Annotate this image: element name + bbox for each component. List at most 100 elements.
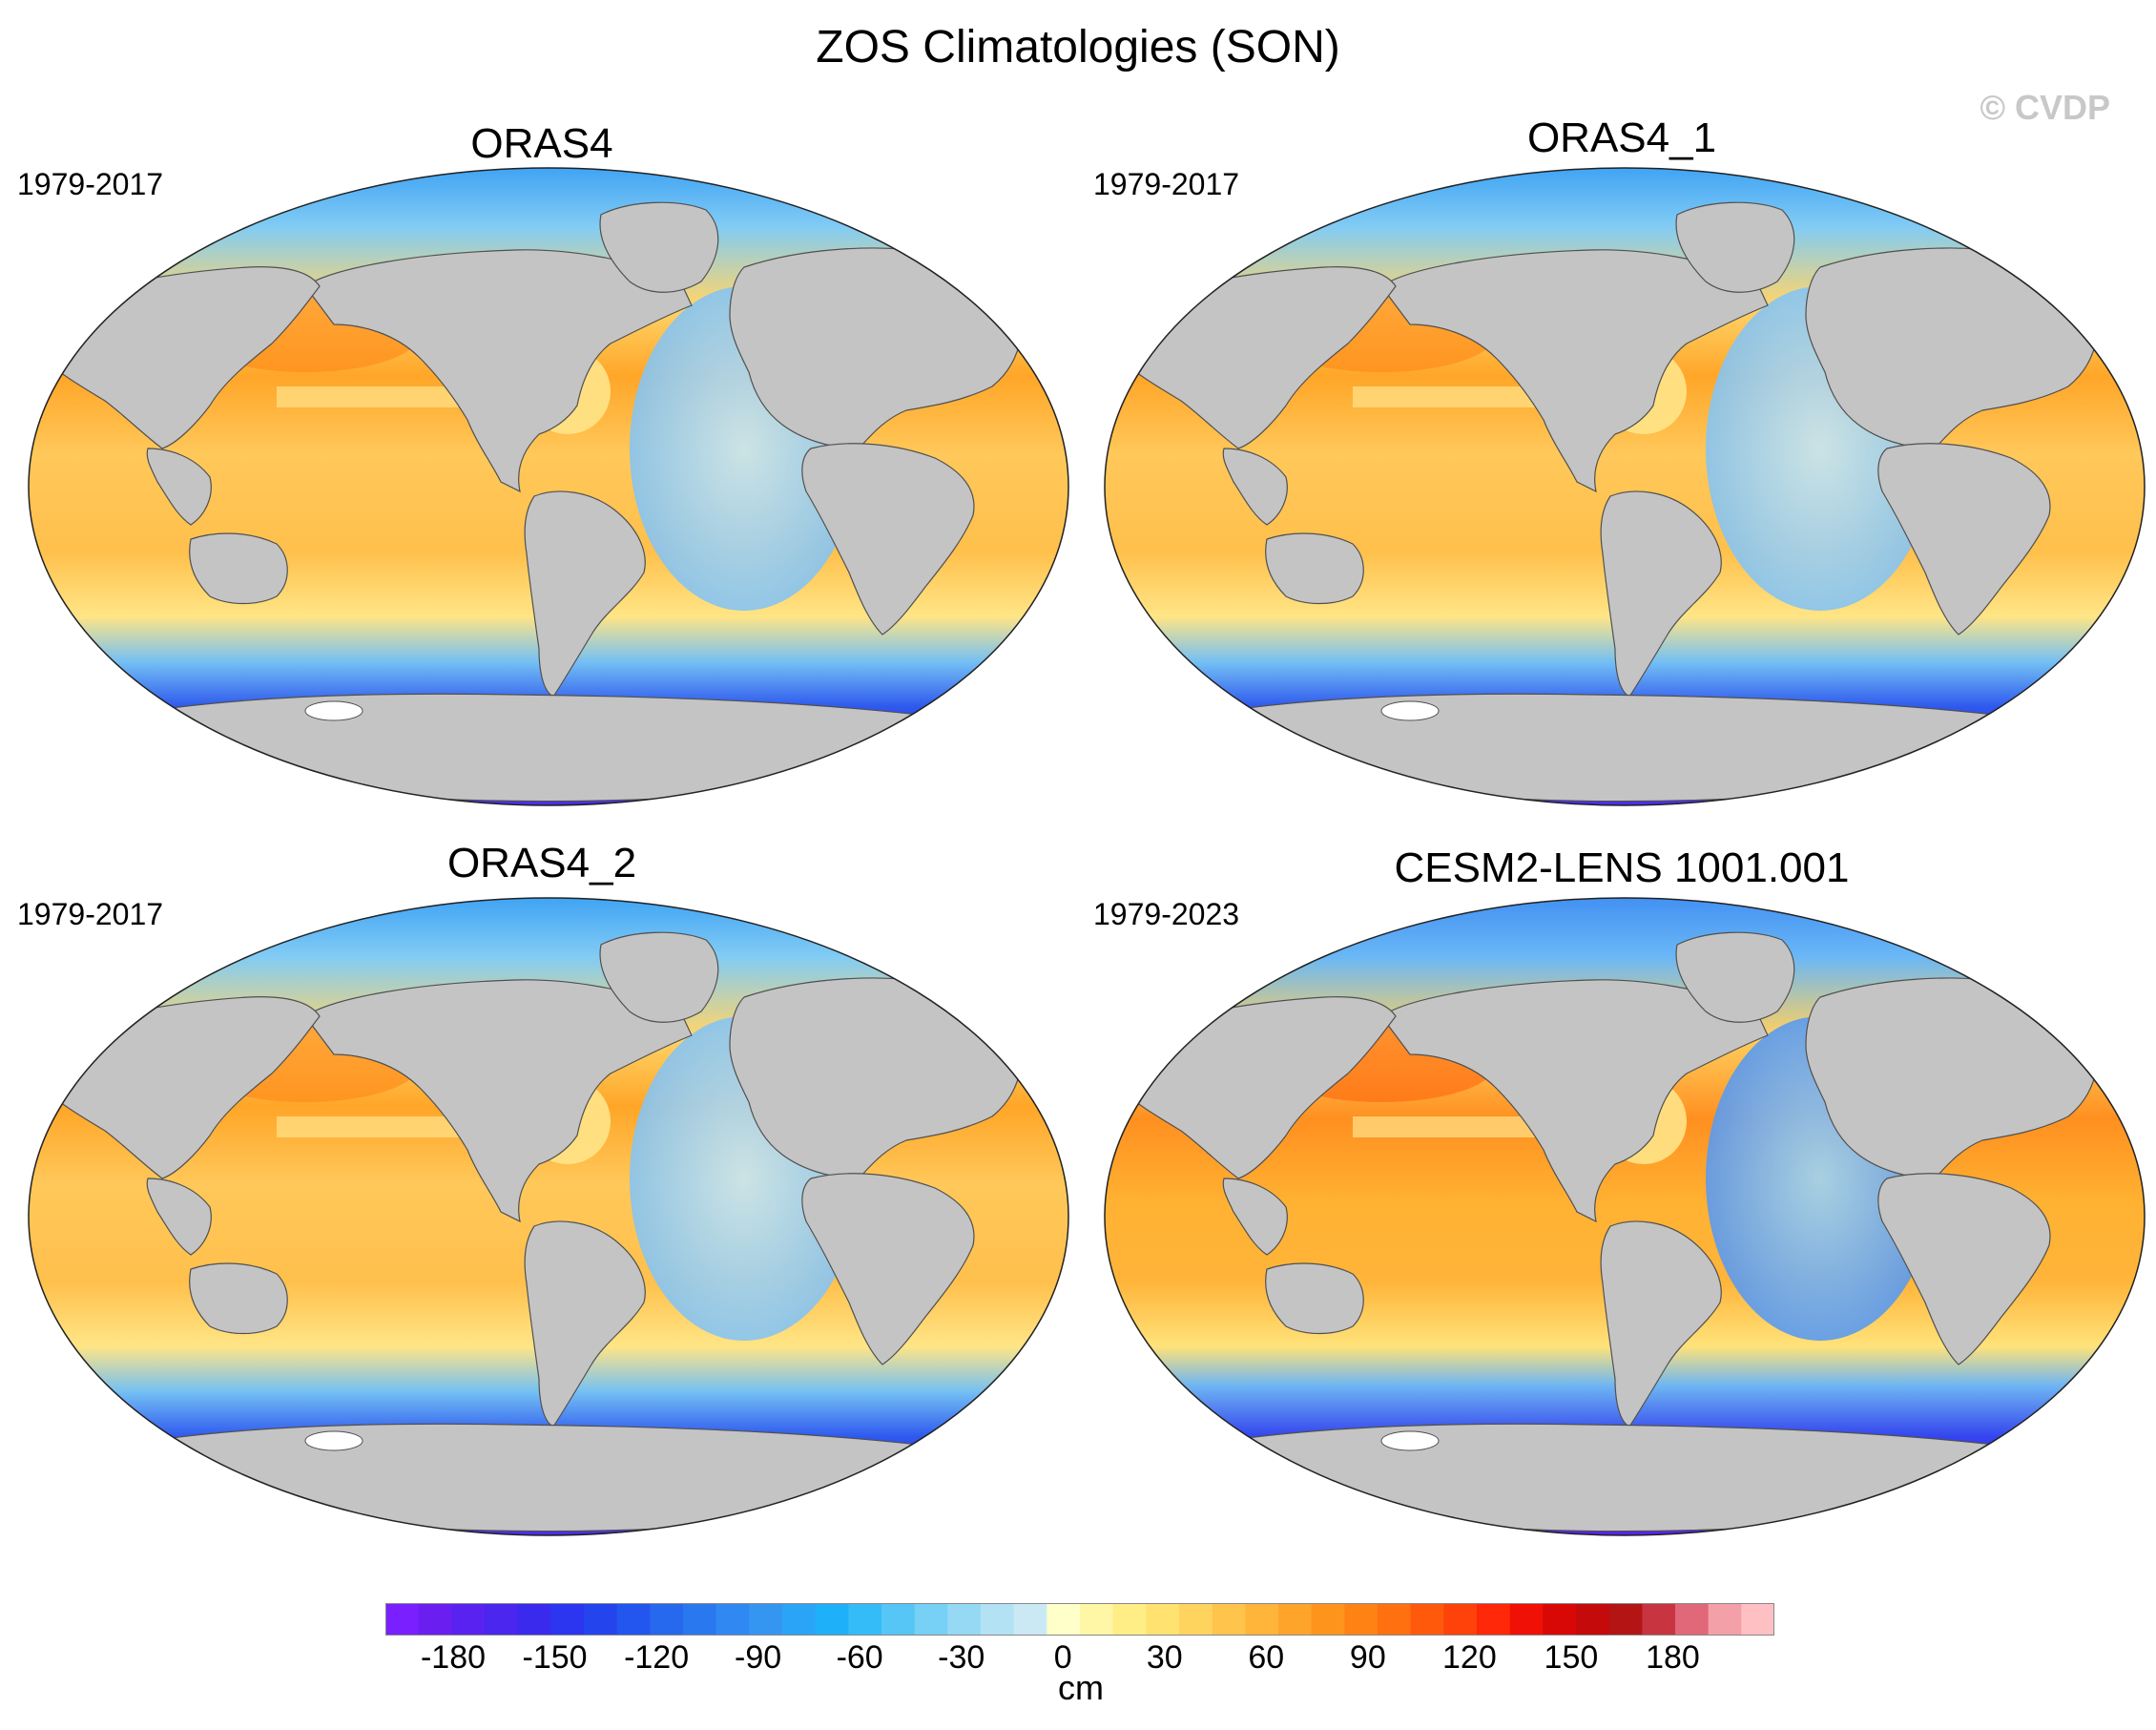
colorbar-swatch	[1642, 1603, 1676, 1636]
land-mass	[524, 490, 646, 698]
land-mass	[1380, 249, 1769, 493]
land-mass	[304, 979, 693, 1223]
colorbar-swatch	[1047, 1603, 1081, 1636]
colorbar-swatch	[1278, 1603, 1313, 1636]
colorbar-swatch	[815, 1603, 849, 1636]
colorbar-swatch	[782, 1603, 817, 1636]
colorbar-units: cm	[1058, 1668, 1104, 1707]
land-mass	[1380, 979, 1769, 1223]
colorbar-swatch	[881, 1603, 916, 1636]
land-mass	[1675, 931, 1795, 1023]
land-mass	[1170, 1423, 2080, 1532]
colorbar-swatch	[385, 1603, 420, 1636]
colorbar-swatch	[1179, 1603, 1213, 1636]
colorbar-swatch	[1112, 1603, 1147, 1636]
colorbar-tick-label: -90	[735, 1639, 782, 1676]
map-border	[28, 897, 1069, 1536]
colorbar-tick-label: 120	[1442, 1639, 1497, 1676]
colorbar-swatch	[715, 1603, 750, 1636]
land-mass	[1600, 1220, 1722, 1428]
land-mass	[93, 693, 1004, 802]
land-mass	[1877, 1173, 2051, 1365]
land-mass	[1877, 443, 2051, 636]
map-panel-2	[1104, 167, 2146, 806]
land-mass	[1265, 532, 1364, 605]
colorbar-swatch	[1675, 1603, 1710, 1636]
land-mass	[1222, 1178, 1288, 1256]
panel-4-title: CESM2-LENS 1001.001	[1394, 844, 1850, 891]
panel-1-title: ORAS4	[470, 120, 613, 167]
land-mass	[1170, 693, 2080, 802]
land-mass	[801, 1173, 975, 1365]
colorbar-tick-label: -180	[420, 1639, 487, 1676]
panel-3-period: 1979-2017	[17, 897, 164, 931]
land-mass	[1675, 201, 1795, 293]
colorbar-tick-label: 0	[1053, 1639, 1072, 1676]
colorbar-swatch	[616, 1603, 651, 1636]
panel-2-period: 1979-2017	[1093, 167, 1240, 201]
colorbar-swatch	[485, 1603, 519, 1636]
colorbar	[385, 1603, 1774, 1636]
colorbar-swatch	[550, 1603, 585, 1636]
colorbar-swatch	[1443, 1603, 1478, 1636]
colorbar-swatch	[517, 1603, 551, 1636]
colorbar-swatch	[1311, 1603, 1345, 1636]
colorbar-tick-label: -60	[836, 1639, 883, 1676]
colorbar-tick-label: 90	[1349, 1639, 1386, 1676]
colorbar-swatch	[1212, 1603, 1246, 1636]
colorbar-swatch	[1378, 1603, 1412, 1636]
map-panel-4	[1104, 897, 2146, 1536]
colorbar-swatch	[848, 1603, 882, 1636]
colorbar-tick-label: 180	[1646, 1639, 1700, 1676]
map-border	[28, 167, 1069, 806]
colorbar-swatch	[1708, 1603, 1742, 1636]
land-mass	[93, 1423, 1004, 1532]
land-mass	[599, 201, 719, 293]
ice-shelf	[1380, 1430, 1440, 1451]
colorbar-tick-label: 150	[1544, 1639, 1599, 1676]
colorbar-swatch	[1245, 1603, 1279, 1636]
colorbar-tick-label: -150	[522, 1639, 588, 1676]
land-mass	[189, 1262, 288, 1335]
colorbar-frame	[385, 1603, 1774, 1636]
land-mass	[524, 1220, 646, 1428]
land-mass	[1600, 490, 1722, 698]
colorbar-swatch	[683, 1603, 717, 1636]
map-panel-1	[28, 167, 1069, 806]
colorbar-swatch	[418, 1603, 452, 1636]
map-panel-3	[28, 897, 1069, 1536]
panel-1-period: 1979-2017	[17, 167, 164, 201]
panel-3-title: ORAS4_2	[446, 840, 637, 886]
panel-2-title: ORAS4_1	[1526, 115, 1717, 161]
land-mass	[146, 448, 212, 526]
colorbar-swatch	[1013, 1603, 1047, 1636]
colorbar-swatch	[1080, 1603, 1114, 1636]
colorbar-swatch	[947, 1603, 982, 1636]
colorbar-swatch	[1543, 1603, 1577, 1636]
colorbar-swatch	[1344, 1603, 1379, 1636]
map-border	[1104, 167, 2146, 806]
colorbar-swatch	[650, 1603, 684, 1636]
colorbar-swatch	[1509, 1603, 1544, 1636]
colorbar-swatch	[914, 1603, 948, 1636]
land-mass	[189, 532, 288, 605]
colorbar-swatch	[1146, 1603, 1180, 1636]
colorbar-swatch	[451, 1603, 486, 1636]
figure-title: ZOS Climatologies (SON)	[816, 22, 1340, 73]
land-mass	[146, 1178, 212, 1256]
land-mass	[801, 443, 975, 636]
watermark: © CVDP	[1980, 88, 2110, 127]
land-mass	[599, 931, 719, 1023]
colorbar-tick-label: 60	[1248, 1639, 1285, 1676]
colorbar-tick-label: -30	[938, 1639, 985, 1676]
colorbar-tick-label: -120	[624, 1639, 690, 1676]
map-border	[1104, 897, 2146, 1536]
colorbar-swatch	[584, 1603, 618, 1636]
colorbar-swatch	[1608, 1603, 1643, 1636]
ice-shelf	[304, 1430, 363, 1451]
colorbar-tick-label: 30	[1146, 1639, 1183, 1676]
ice-shelf	[304, 700, 363, 721]
panel-4-period: 1979-2023	[1093, 897, 1240, 931]
land-mass	[304, 249, 693, 493]
ice-shelf	[1380, 700, 1440, 721]
